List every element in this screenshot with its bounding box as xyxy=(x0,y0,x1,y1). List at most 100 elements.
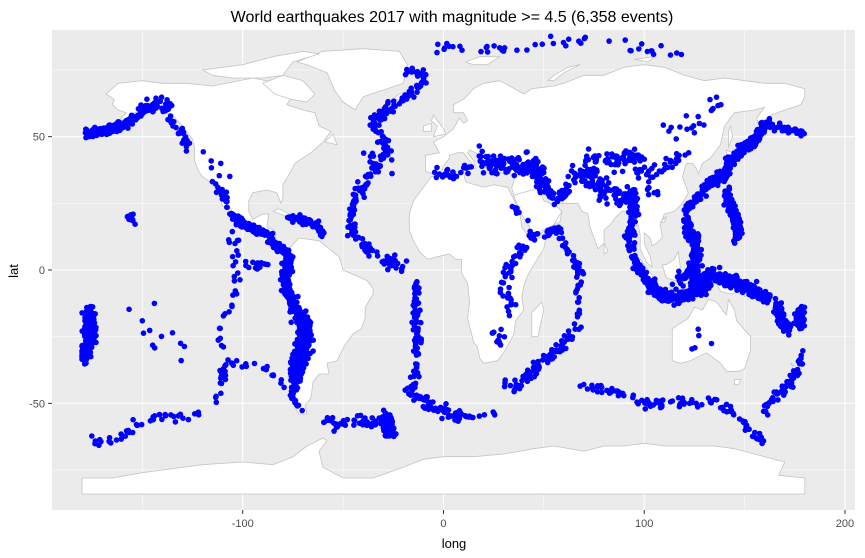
earthquake-point xyxy=(239,364,245,370)
earthquake-point xyxy=(594,168,600,175)
earthquake-point xyxy=(622,160,628,167)
earthquake-point xyxy=(683,202,689,209)
earthquake-point xyxy=(331,428,337,434)
earthquake-point xyxy=(458,169,464,176)
earthquake-point xyxy=(589,385,596,392)
earthquake-point xyxy=(89,330,95,336)
earthquake-point xyxy=(175,413,182,419)
earthquake-point xyxy=(414,370,421,376)
earthquake-point xyxy=(660,122,667,128)
earthquake-point xyxy=(476,153,483,159)
earthquake-point xyxy=(268,231,274,238)
earthquake-point xyxy=(82,330,89,336)
earthquake-point xyxy=(634,399,640,405)
earthquake-point xyxy=(714,182,721,189)
earthquake-point xyxy=(146,103,152,110)
earthquake-point xyxy=(620,191,627,197)
x-axis-ticks: -100 0 100 200 xyxy=(232,510,854,530)
earthquake-point xyxy=(635,175,642,181)
earthquake-point xyxy=(775,397,781,403)
x-tick-label: 0 xyxy=(440,518,446,530)
earthquake-point xyxy=(657,398,664,404)
earthquake-point xyxy=(730,412,737,418)
earthquake-point xyxy=(113,437,120,443)
earthquake-point xyxy=(745,282,752,288)
earthquake-point xyxy=(699,187,706,193)
earthquake-point xyxy=(604,151,610,157)
earthquake-point xyxy=(413,315,419,322)
earthquake-point xyxy=(724,160,730,166)
earthquake-point xyxy=(375,129,382,136)
earthquake-point xyxy=(262,228,269,235)
earthquake-point xyxy=(666,128,672,134)
earthquake-point xyxy=(412,361,419,367)
earthquake-point xyxy=(696,120,703,127)
earthquake-point xyxy=(735,224,741,231)
earthquake-point xyxy=(360,150,367,156)
earthquake-point xyxy=(638,264,645,271)
x-tick-label: 100 xyxy=(635,518,653,530)
earthquake-point xyxy=(118,436,125,442)
earthquake-point xyxy=(308,221,314,227)
earthquake-point xyxy=(698,278,704,285)
earthquake-point xyxy=(703,193,709,199)
earthquake-point xyxy=(261,261,267,267)
earthquake-point xyxy=(556,235,563,242)
earthquake-point xyxy=(83,126,89,132)
earthquake-point xyxy=(704,279,710,286)
earthquake-point xyxy=(138,421,145,428)
earthquake-point xyxy=(517,169,523,176)
earthquake-point xyxy=(537,176,544,182)
earthquake-point xyxy=(375,169,382,175)
earthquake-point xyxy=(180,415,186,422)
earthquake-point xyxy=(284,289,291,295)
earthquake-point xyxy=(185,416,192,423)
earthquake-point xyxy=(753,289,759,296)
earthquake-point xyxy=(305,355,311,362)
earthquake-point xyxy=(307,329,313,336)
earthquake-point xyxy=(506,312,513,319)
earthquake-point xyxy=(168,102,175,109)
earthquake-point xyxy=(481,160,488,166)
earthquake-point xyxy=(528,235,534,241)
earthquake-point xyxy=(300,344,307,350)
earthquake-point xyxy=(299,407,306,414)
earthquake-point xyxy=(389,256,395,262)
earthquake-point xyxy=(280,281,287,288)
earthquake-point xyxy=(688,283,694,289)
earthquake-point xyxy=(502,272,509,278)
earthquake-point xyxy=(678,51,685,58)
earthquake-point xyxy=(125,427,132,434)
land-newfoundland xyxy=(324,133,338,146)
earthquake-point xyxy=(569,334,576,340)
earthquake-point xyxy=(431,169,438,176)
earthquake-point xyxy=(504,304,510,310)
earthquake-point xyxy=(364,419,371,425)
earthquake-point xyxy=(414,89,420,95)
earthquake-point xyxy=(516,385,523,392)
earthquake-point xyxy=(689,396,695,403)
earthquake-point xyxy=(253,231,260,237)
earthquake-point xyxy=(632,263,639,269)
earthquake-point xyxy=(572,174,579,181)
earthquake-point xyxy=(539,41,546,47)
earthquake-point xyxy=(506,284,512,291)
earthquake-point xyxy=(565,328,572,334)
earthquake-point xyxy=(376,116,383,123)
earthquake-point xyxy=(725,190,731,196)
earthquake-point xyxy=(544,229,550,235)
earthquake-point xyxy=(494,171,500,177)
earthquake-point xyxy=(520,243,526,250)
earthquake-point xyxy=(218,160,224,167)
earthquake-point xyxy=(725,278,732,284)
earthquake-point xyxy=(553,348,559,355)
earthquake-point xyxy=(766,115,773,122)
earthquake-point xyxy=(183,148,190,154)
land-sri-lanka xyxy=(603,242,609,255)
earthquake-point xyxy=(434,49,440,56)
earthquake-point xyxy=(751,143,758,149)
earthquake-point xyxy=(710,105,716,112)
earthquake-point xyxy=(534,179,540,185)
earthquake-point xyxy=(383,418,389,424)
earthquake-point xyxy=(675,157,682,164)
